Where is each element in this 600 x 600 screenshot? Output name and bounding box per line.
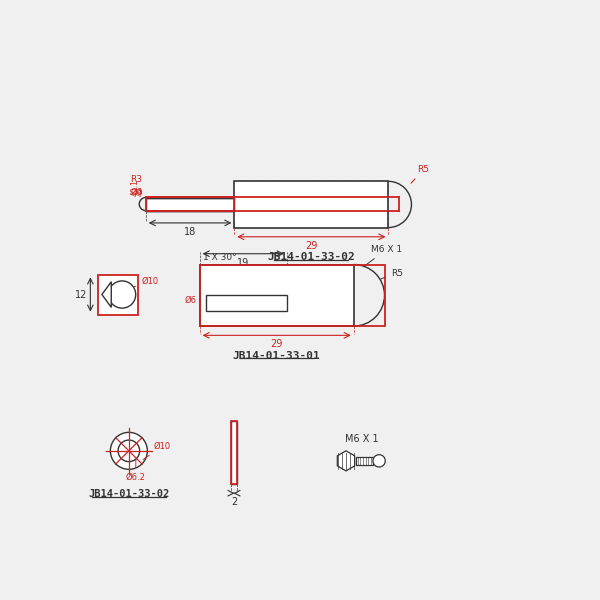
Text: 1 X 30°: 1 X 30°	[203, 253, 236, 262]
Bar	[200, 265, 385, 326]
Polygon shape	[102, 282, 111, 307]
Bar	[98, 275, 138, 314]
Text: 18: 18	[184, 227, 196, 237]
Text: M6 X 1: M6 X 1	[344, 434, 378, 444]
Text: Ø6: Ø6	[185, 296, 197, 305]
Text: R5: R5	[411, 165, 430, 183]
Bar	[146, 197, 235, 211]
Text: 40.1: 40.1	[131, 179, 140, 196]
Bar	[230, 421, 238, 484]
Text: M6 X 1: M6 X 1	[364, 245, 402, 266]
Text: 29: 29	[305, 241, 317, 251]
Text: Ø10: Ø10	[134, 277, 158, 287]
Circle shape	[118, 440, 140, 461]
Text: Ø6: Ø6	[131, 187, 143, 196]
Circle shape	[109, 281, 136, 308]
Text: Ø10: Ø10	[143, 442, 170, 460]
Text: 12: 12	[75, 290, 87, 299]
Text: 19: 19	[237, 257, 250, 268]
Text: Ø6.2: Ø6.2	[126, 460, 146, 482]
Text: R5: R5	[381, 269, 403, 279]
Text: JB14-01-33-02: JB14-01-33-02	[88, 490, 169, 499]
Text: 40: 40	[136, 186, 145, 196]
Text: R3: R3	[130, 175, 142, 193]
Bar	[235, 181, 388, 227]
Text: 2: 2	[231, 497, 237, 507]
Text: JB14-01-33-01: JB14-01-33-01	[233, 351, 320, 361]
Circle shape	[373, 455, 385, 467]
Bar	[230, 421, 238, 484]
Text: JB14-01-33-02: JB14-01-33-02	[268, 252, 355, 262]
Bar	[146, 197, 235, 211]
Bar	[200, 265, 354, 326]
Circle shape	[110, 433, 148, 469]
Bar	[356, 457, 373, 464]
Bar	[206, 295, 287, 311]
Text: 29: 29	[271, 339, 283, 349]
Polygon shape	[337, 451, 355, 471]
